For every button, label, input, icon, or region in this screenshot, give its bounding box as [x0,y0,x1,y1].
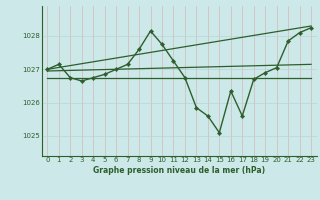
X-axis label: Graphe pression niveau de la mer (hPa): Graphe pression niveau de la mer (hPa) [93,166,265,175]
